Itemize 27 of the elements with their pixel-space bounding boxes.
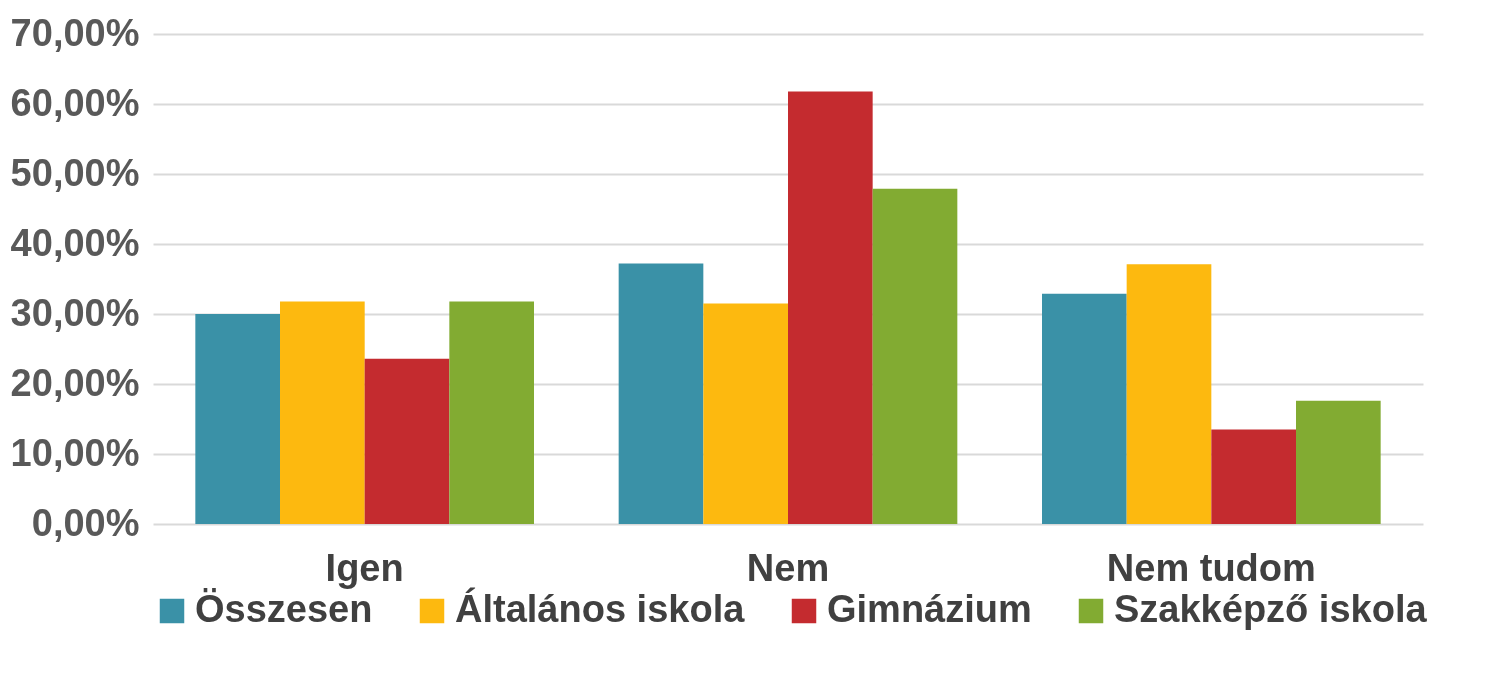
bar [788,91,873,524]
bar [1126,264,1212,524]
x-tick-label: Nem [746,546,830,589]
bar [449,301,534,524]
y-tick-label: 70,00% [10,11,140,54]
y-tick-label: 0,00% [31,501,140,544]
y-tick-label: 20,00% [10,361,140,404]
y-tick-label: 30,00% [10,291,140,334]
bar [364,358,450,524]
bar [1211,429,1296,524]
bar [1042,293,1127,524]
bar [618,263,704,524]
y-tick-label: 40,00% [10,221,140,264]
bar [872,188,958,524]
bar [195,314,280,524]
bar [703,303,788,524]
y-tick-label: 50,00% [10,151,140,194]
y-tick-label: 60,00% [10,81,140,124]
legend-label: Gimnázium [827,588,1032,630]
y-tick-label: 10,00% [10,431,140,474]
bar [280,301,365,524]
legend-label: Általános iskola [455,587,746,630]
legend-label: Szakképző iskola [1114,588,1428,630]
x-tick-label: Igen [325,546,404,589]
bar [1296,400,1381,524]
x-tick-label: Nem tudom [1106,546,1316,589]
legend-label: Összesen [195,588,373,630]
